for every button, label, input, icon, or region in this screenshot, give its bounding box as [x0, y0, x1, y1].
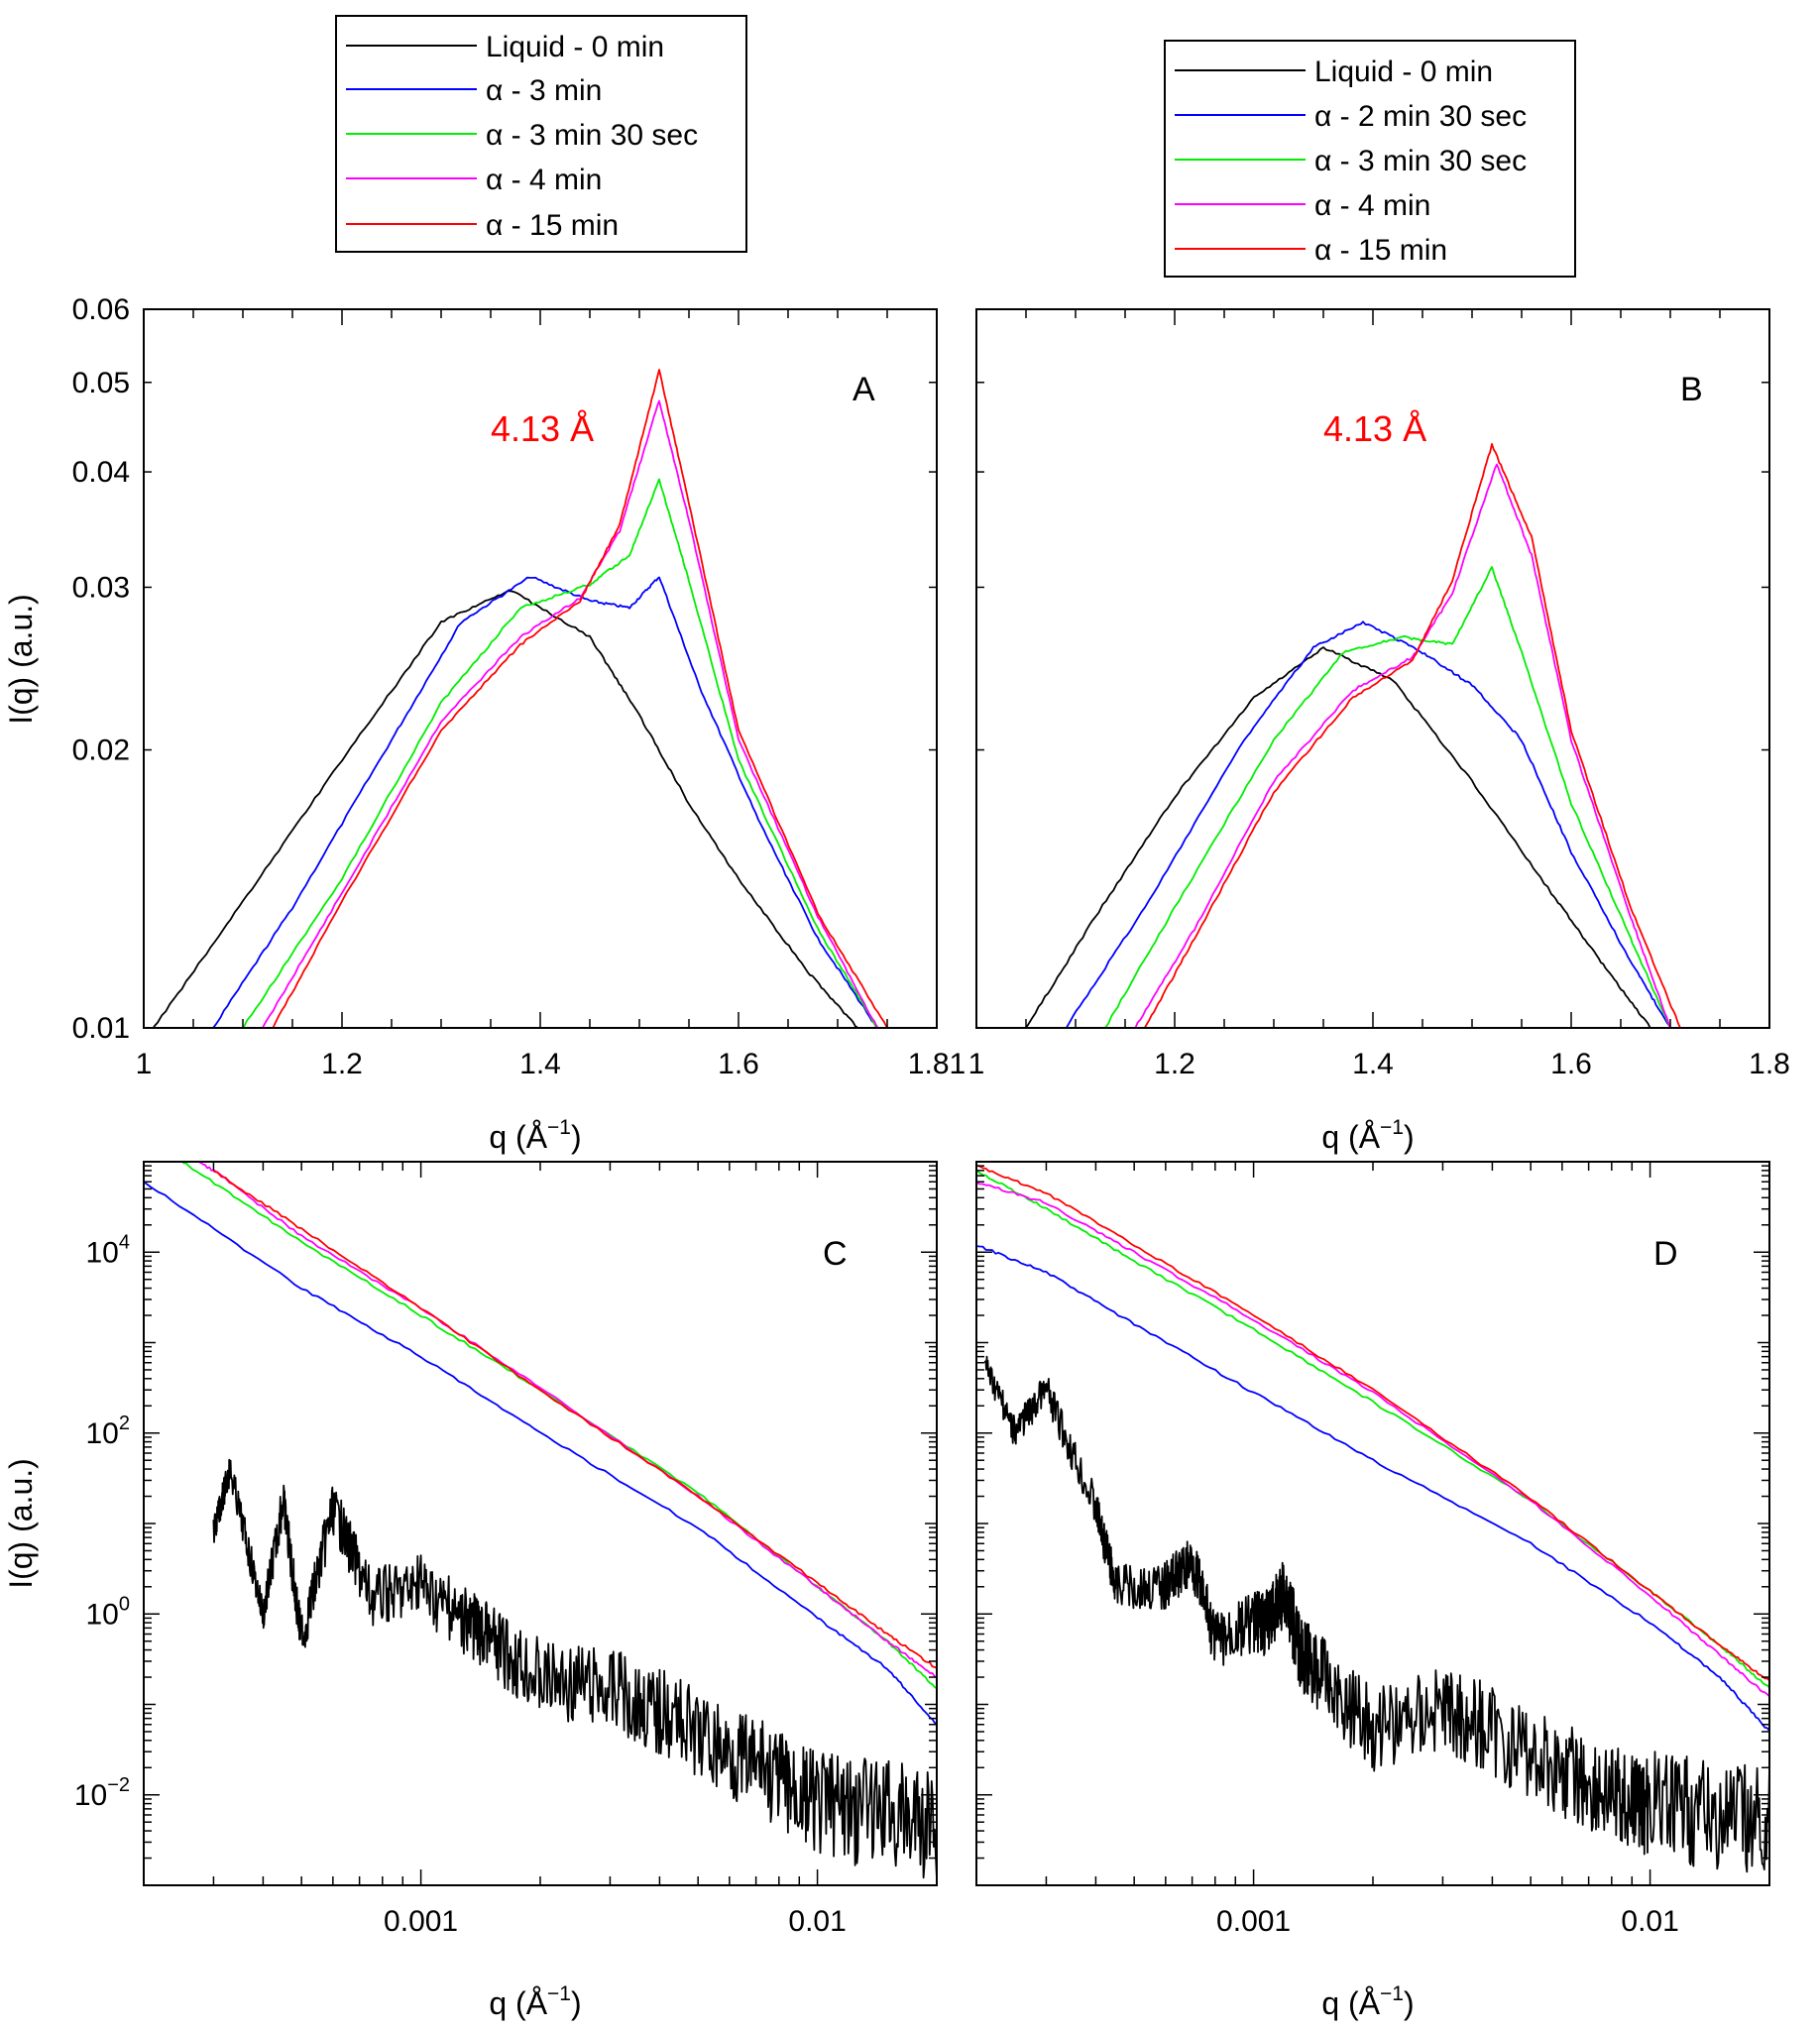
panel-a-frame	[143, 308, 938, 1029]
panel-a-xtick-label: 1.2	[321, 1048, 363, 1080]
panel-b-xtick-label: 1.6	[1550, 1048, 1592, 1080]
panel-b-ticks: 1 1.2 1.4 1.6 1.8	[968, 308, 1790, 1080]
panel-a-ytick-label: 0.04	[72, 456, 130, 489]
panel-d-frame	[975, 1161, 1770, 1886]
panel-a-xtick-label: 1.6	[718, 1048, 759, 1080]
legend-left-label-3min30: α - 3 min 30 sec	[486, 119, 698, 152]
panel-c-xlabel: q (Å−1)	[489, 1982, 581, 2021]
panel-c-ylabel: I(q) (a.u.)	[3, 1458, 39, 1589]
panel-c-ytick-label: 104	[86, 1231, 131, 1269]
panel-b-series-alpha-2-min-30-sec	[1065, 621, 1671, 1028]
panel-a-series-alpha-4-min	[262, 399, 878, 1028]
panel-c-series-alpha-15-min	[213, 1170, 937, 1669]
panel-c-series	[144, 1162, 937, 1879]
panel-b-series-alpha-3-min-30-sec	[1104, 566, 1671, 1028]
panel-c-series-liquid-0-min	[212, 1458, 937, 1879]
panel-d-ticks: 0.001 0.01	[975, 1161, 1770, 1938]
panel-b-series	[1025, 443, 1681, 1028]
panel-b-frame	[975, 308, 1770, 1029]
panel-a-xlabel: q (Å−1)	[489, 1116, 581, 1155]
panel-c-ticks: 0.001 0.01 10−2 100 102 104	[74, 1161, 938, 1938]
legend-right-label-2min30: α - 2 min 30 sec	[1314, 100, 1527, 133]
panel-a-series-liquid-0-min	[153, 590, 858, 1028]
panel-d-series-alpha-2-min-30-sec	[976, 1245, 1769, 1732]
legend-right: Liquid - 0 min α - 2 min 30 sec α - 3 mi…	[1164, 40, 1576, 278]
legend-right-label-4min: α - 4 min	[1314, 189, 1430, 222]
legend-right-label-15min: α - 15 min	[1314, 234, 1447, 267]
legend-left: Liquid - 0 min α - 3 min α - 3 min 30 se…	[335, 15, 747, 253]
panel-c-ytick-label: 102	[86, 1412, 131, 1450]
panel-b-letter: B	[1680, 371, 1703, 408]
panel-d-series	[976, 1164, 1769, 1873]
panel-d-xlabel: q (Å−1)	[1321, 1982, 1414, 2021]
legend-left-label-4min: α - 4 min	[486, 164, 602, 196]
panel-a-letter: A	[853, 371, 875, 408]
panel-d-xtick-label: 0.01	[1621, 1905, 1678, 1938]
panel-c-ytick-label: 100	[86, 1593, 131, 1631]
legend-left-label-15min: α - 15 min	[486, 209, 619, 242]
panel-d: 0.001 0.01 D q (Å−1)	[975, 1161, 1770, 2021]
panel-b-series-alpha-4-min	[1134, 463, 1671, 1028]
panel-a-xtick-label: 1.81	[908, 1048, 966, 1080]
panel-d-series-alpha-4-min	[976, 1182, 1769, 1698]
panel-b-annotation: 4.13 Å	[1323, 408, 1426, 449]
legend-left-label-liquid: Liquid - 0 min	[486, 31, 664, 63]
panel-c-letter: C	[823, 1235, 848, 1273]
panel-b-xtick-label: 1	[968, 1048, 985, 1080]
panel-d-xtick-label: 0.001	[1216, 1905, 1291, 1938]
panel-a-ticks: 1 1.2 1.4 1.6 1.81 0.01 0.02 0.03 0.04 0.05 0.06	[72, 293, 967, 1080]
panel-a-ytick-label: 0.02	[72, 734, 130, 767]
panel-b-xtick-label: 1.4	[1352, 1048, 1394, 1080]
panel-d-series-liquid-0-min	[983, 1355, 1769, 1873]
panel-c: 0.001 0.01 10−2 100 102 104 C I(q) (a.u.) q (…	[3, 1161, 938, 2021]
panel-b-xtick-label: 1.8	[1749, 1048, 1790, 1080]
panel-a-series	[153, 369, 888, 1028]
panel-d-series-alpha-15-min	[976, 1164, 1769, 1681]
panel-a-series-alpha-3-min	[212, 576, 878, 1028]
panel-c-series-alpha-3-min	[144, 1181, 937, 1725]
panel-c-xtick-label: 0.001	[384, 1905, 458, 1938]
panel-d-letter: D	[1653, 1235, 1678, 1273]
panel-a: 1 1.2 1.4 1.6 1.81 0.01 0.02 0.03 0.04 0.05 0.06 A…	[3, 293, 966, 1155]
panel-a-annotation: 4.13 Å	[491, 408, 594, 449]
panel-b: 1 1.2 1.4 1.6 1.8 B 4.13 Å q (Å−1)	[968, 308, 1790, 1155]
panel-c-frame	[143, 1161, 938, 1886]
panel-a-series-alpha-15-min	[272, 369, 888, 1028]
legend-left-label-3min: α - 3 min	[486, 74, 602, 107]
panel-a-ytick-label: 0.06	[72, 293, 130, 326]
panel-a-ylabel: I(q) (a.u.)	[3, 594, 39, 725]
panel-b-series-alpha-15-min	[1144, 443, 1681, 1028]
panel-c-xtick-label: 0.01	[788, 1905, 846, 1938]
panel-b-series-liquid-0-min	[1025, 646, 1651, 1028]
panel-b-xtick-label: 1.2	[1154, 1048, 1195, 1080]
legend-right-label-3min30: α - 3 min 30 sec	[1314, 145, 1527, 177]
panel-a-xtick-label: 1	[136, 1048, 153, 1080]
panel-a-series-alpha-3-min-30-sec	[242, 478, 878, 1028]
panel-c-ytick-label: 10−2	[74, 1774, 130, 1812]
panel-b-xlabel: q (Å−1)	[1321, 1116, 1414, 1155]
panel-a-xtick-label: 1.4	[519, 1048, 561, 1080]
panel-a-ytick-label: 0.01	[72, 1012, 130, 1045]
panel-a-ytick-label: 0.03	[72, 571, 130, 604]
panel-a-ytick-label: 0.05	[72, 367, 130, 399]
legend-right-label-liquid: Liquid - 0 min	[1314, 56, 1493, 88]
